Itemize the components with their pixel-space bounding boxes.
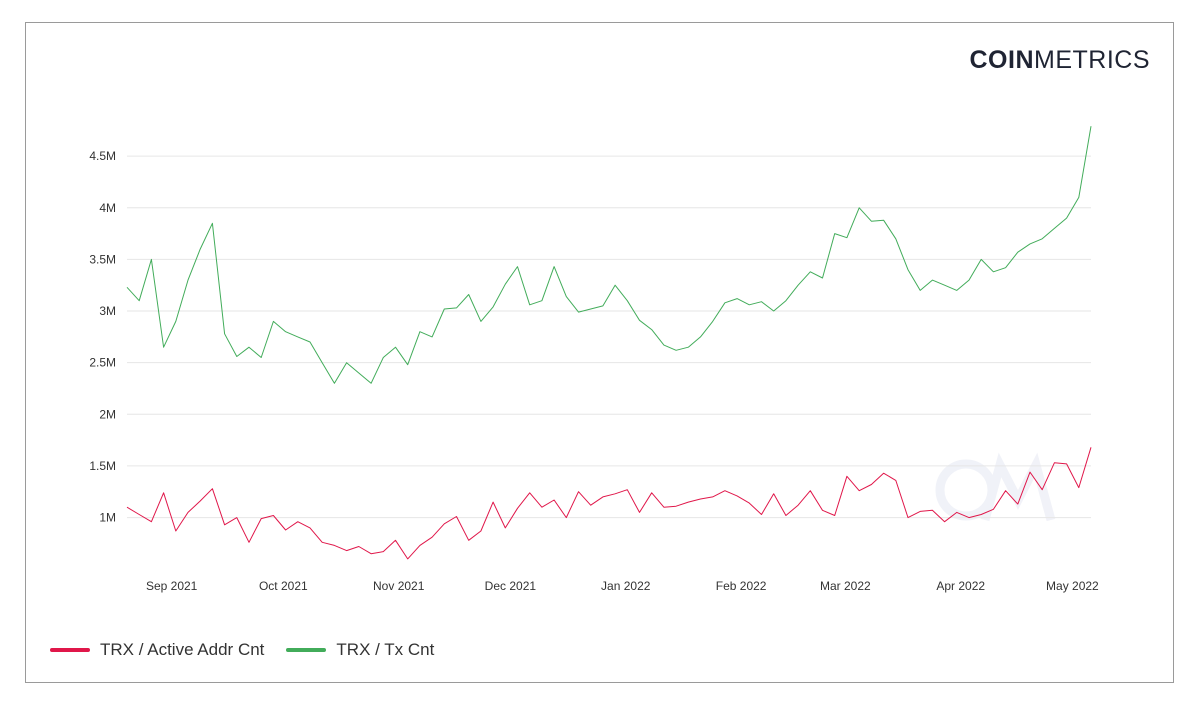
y-tick-label: 2.5M: [89, 356, 116, 370]
legend-item-active-addr[interactable]: TRX / Active Addr Cnt: [50, 640, 264, 660]
legend-label-active-addr: TRX / Active Addr Cnt: [100, 640, 265, 659]
x-tick-label: Feb 2022: [716, 579, 767, 593]
series-line-active-addr: [126, 447, 1092, 560]
y-tick-label: 3.5M: [89, 252, 116, 266]
legend-label-tx-cnt: TRX / Tx Cnt: [336, 640, 435, 659]
x-tick-label: Sep 2021: [146, 579, 198, 593]
x-tick-label: Dec 2021: [485, 579, 537, 593]
x-tick-label: Oct 2021: [259, 579, 308, 593]
x-tick-label: Nov 2021: [373, 579, 425, 593]
y-tick-label: 1.5M: [89, 459, 116, 473]
x-tick-label: Apr 2022: [936, 579, 985, 593]
legend-swatch-tx-cnt: [286, 648, 327, 652]
y-grid: [127, 155, 1091, 519]
y-tick-label: 2M: [99, 407, 116, 421]
logo-bold-text: COIN: [969, 46, 1034, 74]
legend: TRX / Active Addr Cnt TRX / Tx Cnt: [50, 640, 434, 660]
x-tick-label: Jan 2022: [601, 579, 651, 593]
cm-watermark-icon: [935, 452, 1056, 522]
y-tick-label: 3M: [99, 304, 116, 318]
legend-item-tx-cnt[interactable]: TRX / Tx Cnt: [286, 640, 434, 660]
coinmetrics-logo: COINMETRICS: [970, 46, 1151, 75]
y-tick-label: 4.5M: [89, 149, 116, 163]
x-tick-label: Mar 2022: [820, 579, 871, 593]
series-line-tx-cnt: [126, 126, 1092, 384]
series-lines: [126, 126, 1092, 560]
y-tick-label: 4M: [99, 201, 116, 215]
y-tick-label: 1M: [99, 511, 116, 525]
chart-frame: [25, 22, 1174, 683]
y-axis: 1M 1.5M 2M 2.5M 3M 3.5M 4M 4.5M: [89, 149, 116, 524]
legend-swatch-active-addr: [50, 648, 90, 652]
logo-light-text: METRICS: [1034, 46, 1150, 74]
x-tick-label: May 2022: [1046, 579, 1099, 593]
x-axis: Sep 2021 Oct 2021 Nov 2021 Dec 2021 Jan 2022…: [146, 579, 1099, 593]
